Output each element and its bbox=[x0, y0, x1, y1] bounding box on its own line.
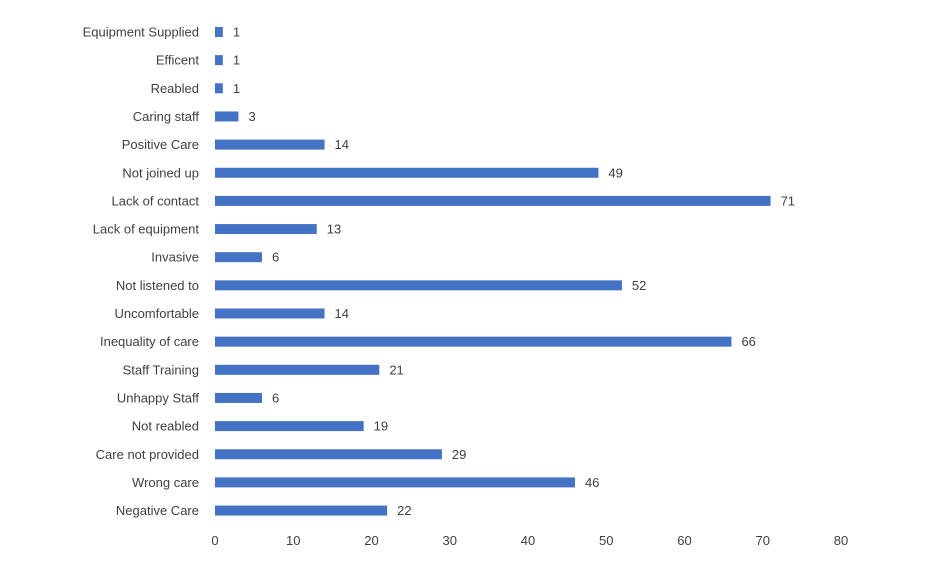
category-label: Not reabled bbox=[132, 419, 199, 434]
x-tick-label: 30 bbox=[443, 533, 457, 548]
x-tick-label: 20 bbox=[364, 533, 378, 548]
bar bbox=[215, 449, 442, 460]
category-label: Reabled bbox=[151, 81, 199, 96]
category-label: Unhappy Staff bbox=[117, 390, 200, 405]
data-label: 3 bbox=[248, 109, 255, 124]
bar bbox=[215, 336, 732, 347]
data-label: 52 bbox=[632, 278, 646, 293]
x-tick-label: 50 bbox=[599, 533, 613, 548]
category-label: Equipment Supplied bbox=[83, 25, 199, 40]
category-label: Not joined up bbox=[122, 165, 199, 180]
data-label: 66 bbox=[741, 334, 755, 349]
bar bbox=[215, 55, 223, 66]
bar bbox=[215, 224, 317, 235]
x-tick-label: 10 bbox=[286, 533, 300, 548]
bar bbox=[215, 477, 575, 488]
category-label: Not listened to bbox=[116, 278, 199, 293]
data-label: 1 bbox=[233, 81, 240, 96]
category-label: Caring staff bbox=[133, 109, 200, 124]
category-label: Lack of contact bbox=[112, 193, 200, 208]
data-label: 6 bbox=[272, 250, 279, 265]
category-labels: Equipment Supplied Efficent Reabled Caring … bbox=[83, 25, 200, 519]
bars-layer bbox=[215, 27, 771, 516]
x-tick-label: 80 bbox=[834, 533, 848, 548]
bar bbox=[215, 195, 771, 206]
category-label: Staff Training bbox=[123, 362, 199, 377]
data-label: 21 bbox=[389, 362, 403, 377]
x-axis-ticks: 0 10 20 30 40 50 60 70 80 bbox=[211, 533, 848, 548]
category-label: Wrong care bbox=[132, 475, 199, 490]
bar bbox=[215, 27, 223, 37]
data-label: 22 bbox=[397, 503, 411, 518]
x-tick-label: 40 bbox=[521, 533, 535, 548]
data-label: 1 bbox=[233, 25, 240, 40]
x-tick-label: 0 bbox=[211, 533, 218, 548]
bar bbox=[215, 505, 388, 516]
bar bbox=[215, 252, 262, 263]
bar bbox=[215, 421, 364, 432]
data-label: 49 bbox=[608, 165, 622, 180]
data-label: 14 bbox=[335, 137, 349, 152]
x-tick-label: 70 bbox=[756, 533, 770, 548]
category-label: Positive Care bbox=[122, 137, 199, 152]
bar bbox=[215, 111, 239, 122]
category-label: Uncomfortable bbox=[114, 306, 199, 321]
bar bbox=[215, 392, 262, 403]
bar bbox=[215, 83, 223, 94]
data-label: 13 bbox=[327, 222, 341, 237]
data-label: 1 bbox=[233, 53, 240, 68]
category-label: Efficent bbox=[156, 53, 200, 68]
data-label: 46 bbox=[585, 475, 599, 490]
category-label: Lack of equipment bbox=[93, 222, 200, 237]
category-label: Negative Care bbox=[116, 503, 199, 518]
x-tick-label: 60 bbox=[677, 533, 691, 548]
category-label: Invasive bbox=[151, 250, 199, 265]
bar bbox=[215, 139, 325, 150]
data-label: 29 bbox=[452, 447, 466, 462]
bar bbox=[215, 280, 622, 291]
category-label: Care not provided bbox=[96, 447, 199, 462]
category-label: Inequality of care bbox=[100, 334, 199, 349]
data-label: 71 bbox=[781, 193, 795, 208]
bar bbox=[215, 308, 325, 319]
data-label: 14 bbox=[335, 306, 349, 321]
bar bbox=[215, 167, 599, 178]
bar bbox=[215, 364, 380, 375]
data-label: 19 bbox=[374, 419, 388, 434]
data-label: 6 bbox=[272, 390, 279, 405]
